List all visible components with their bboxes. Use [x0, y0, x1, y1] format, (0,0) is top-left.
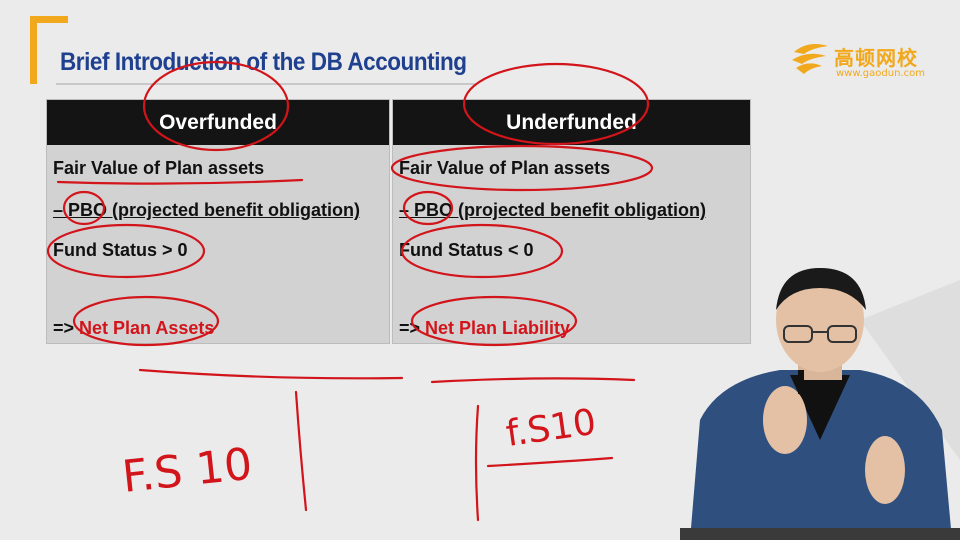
right-t-account-stem: [474, 404, 480, 522]
presenter-video-overlay: [680, 268, 960, 540]
underfunded-header: Underfunded: [393, 100, 750, 145]
right-note-underline: [486, 456, 614, 468]
title-underline: [56, 83, 476, 85]
left-result-arrow: =>: [53, 318, 80, 338]
wing-logo-icon: [792, 44, 828, 74]
left-t-account-stem: [294, 390, 308, 512]
left-pbo-row: – PBO (projected benefit obligation): [53, 200, 361, 220]
net-plan-liability-label: Net Plan Liability: [425, 318, 571, 338]
net-plan-assets-label: Net Plan Assets: [79, 318, 215, 338]
gaodun-logo: 高顿网校 www.gaodun.com: [786, 36, 936, 86]
right-pbo-row: – PBO (projected benefit obligation): [399, 200, 707, 220]
left-fair-value-row: Fair Value of Plan assets: [53, 158, 265, 178]
logo-url-text: www.gaodun.com: [836, 68, 925, 79]
funded-status-table: Overfunded Fair Value of Plan assets – P…: [46, 99, 751, 344]
right-fair-value-row: Fair Value of Plan assets: [399, 158, 611, 178]
title-bracket-decoration: [30, 16, 68, 84]
left-t-account-top: [138, 368, 404, 380]
left-result-row: => Net Plan Assets: [53, 318, 214, 339]
logo-chinese-text: 高顿网校: [834, 46, 918, 70]
overfunded-header: Overfunded: [47, 100, 389, 145]
left-fund-status-row: Fund Status > 0: [53, 240, 188, 260]
overfunded-column: Overfunded Fair Value of Plan assets – P…: [46, 99, 390, 344]
slide-title: Brief Introduction of the DB Accounting: [60, 48, 467, 76]
right-result-arrow: =>: [399, 318, 426, 338]
right-handwritten-note: f.S10: [504, 402, 599, 455]
right-fund-status-row: Fund Status < 0: [399, 240, 534, 260]
right-t-account-top: [430, 377, 636, 384]
left-handwritten-note: F.S 10: [120, 439, 255, 503]
right-result-row: => Net Plan Liability: [399, 318, 570, 339]
